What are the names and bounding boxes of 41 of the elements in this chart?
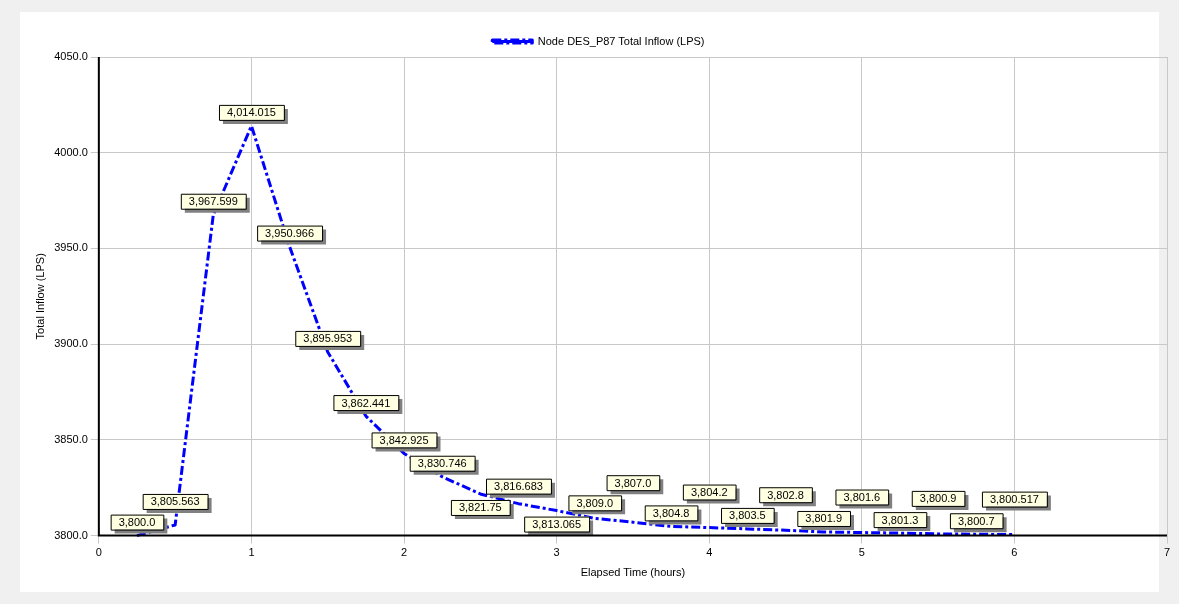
- y-tick-label: 3950.0: [54, 241, 88, 254]
- y-tick-label: 4000.0: [54, 145, 88, 158]
- data-label: 3,801.3: [881, 513, 919, 526]
- y-tick-label: 3850.0: [54, 432, 88, 445]
- x-tick-label: 4: [706, 546, 713, 559]
- data-label: 3,804.2: [690, 486, 728, 499]
- data-label: 3,801.9: [805, 512, 843, 525]
- x-tick-label: 0: [95, 546, 102, 559]
- data-label: 3,821.75: [458, 501, 502, 514]
- data-label: 3,800.0: [118, 516, 156, 529]
- data-label: 3,800.517: [989, 493, 1039, 506]
- data-label: 3,816.683: [494, 480, 543, 493]
- y-tick-label: 4050.0: [54, 50, 88, 63]
- data-label: 3,805.563: [150, 495, 200, 508]
- data-label: 3,862.441: [341, 396, 391, 409]
- data-label: 3,830.746: [417, 457, 467, 470]
- data-label: 3,801.6: [843, 491, 881, 504]
- data-label: 3,800.9: [919, 492, 957, 505]
- x-tick-label: 6: [1011, 546, 1018, 559]
- data-label: 3,967.599: [188, 195, 238, 208]
- data-label: 3,802.8: [767, 488, 804, 501]
- data-label: 3,842.925: [379, 433, 429, 446]
- data-label: 3,804.8: [652, 506, 690, 519]
- data-label: 3,950.966: [265, 227, 315, 240]
- data-label: 3,895.953: [303, 332, 353, 345]
- x-tick-label: 1: [248, 546, 255, 559]
- data-label: 3,800.7: [957, 514, 995, 527]
- data-label: 3,809.0: [576, 496, 614, 509]
- y-axis-title: Total Inflow (LPS): [33, 253, 46, 340]
- x-tick-label: 2: [400, 546, 408, 559]
- data-label: 4,014.015: [226, 106, 276, 119]
- data-label: 3,807.0: [614, 476, 652, 489]
- data-label: 3,803.5: [729, 509, 766, 522]
- y-tick-label: 3900.0: [54, 337, 88, 350]
- x-tick-label: 5: [858, 546, 865, 559]
- x-axis-title: Elapsed Time (hours): [580, 566, 686, 579]
- x-tick-label: 3: [553, 546, 560, 559]
- y-tick-label: 3800.0: [54, 528, 88, 541]
- legend-label: Node DES_P87 Total Inflow (LPS): [537, 34, 705, 47]
- data-label: 3,813.065: [532, 518, 582, 531]
- x-tick-label: 7: [1163, 546, 1171, 559]
